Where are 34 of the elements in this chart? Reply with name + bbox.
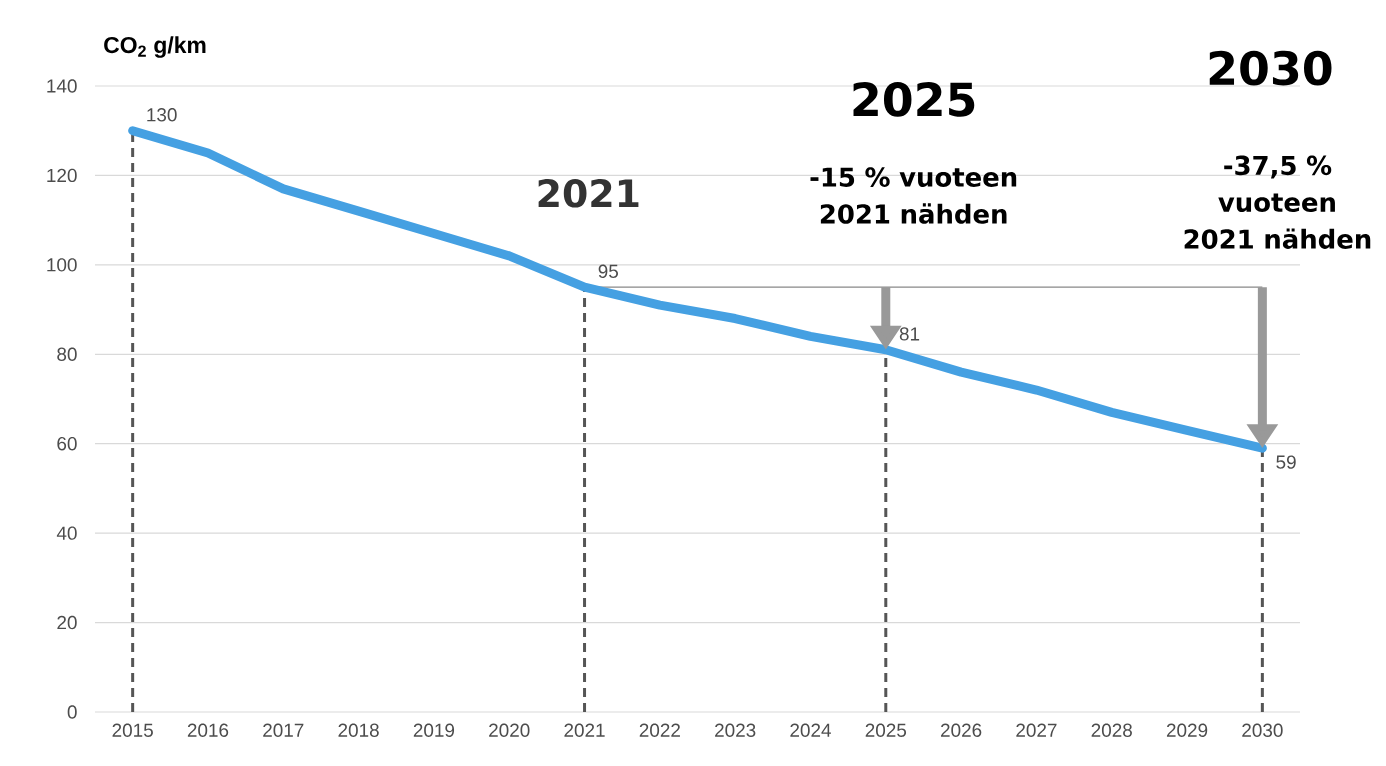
annotation: -37,5 % vuoteen 2021 nähden [1184,155,1371,249]
x-tick-label: 2026 [941,723,982,737]
x-tick-label: 2030 [1242,723,1283,737]
annotation: 2021 [538,178,639,208]
y-tick-label: 80 [57,347,77,361]
y-tick-label: 100 [47,258,77,272]
x-tick-label: 2015 [112,723,153,737]
x-tick-label: 2020 [489,723,530,737]
y-tick-label: 140 [47,79,77,93]
x-tick-label: 2023 [715,723,756,737]
annotation: 2025 [853,82,975,117]
annotation: -15 % vuoteen 2021 nähden [810,167,1017,224]
x-tick-label: 2024 [790,723,831,737]
x-tick-label: 2022 [639,723,680,737]
y-tick-label: 40 [56,526,77,540]
text: 2030 [1209,50,1332,86]
data-label: 59 [1276,455,1296,469]
x-tick-label: 2019 [413,723,455,737]
data-label: 95 [598,264,618,279]
y-tick-label: 120 [47,168,77,183]
x-tick-label: 2021 [564,723,605,737]
y-tick-label: 20 [57,615,77,630]
x-tick-label: 2016 [187,723,229,737]
y-tick-label: 60 [57,437,77,451]
x-tick-label: 2025 [865,723,907,737]
x-tick-label: 2027 [1016,723,1057,737]
x-tick-label: 2028 [1091,723,1132,737]
x-tick-label: 2018 [338,723,379,737]
data-label: 81 [899,327,920,341]
x-tick-label: 2029 [1166,723,1208,737]
y-axis-title: CO$_{2}$ g/km [104,36,206,58]
data-label: 130 [147,108,177,122]
x-tick-label: 2017 [263,723,304,737]
y-tick-label: 0 [67,705,77,719]
